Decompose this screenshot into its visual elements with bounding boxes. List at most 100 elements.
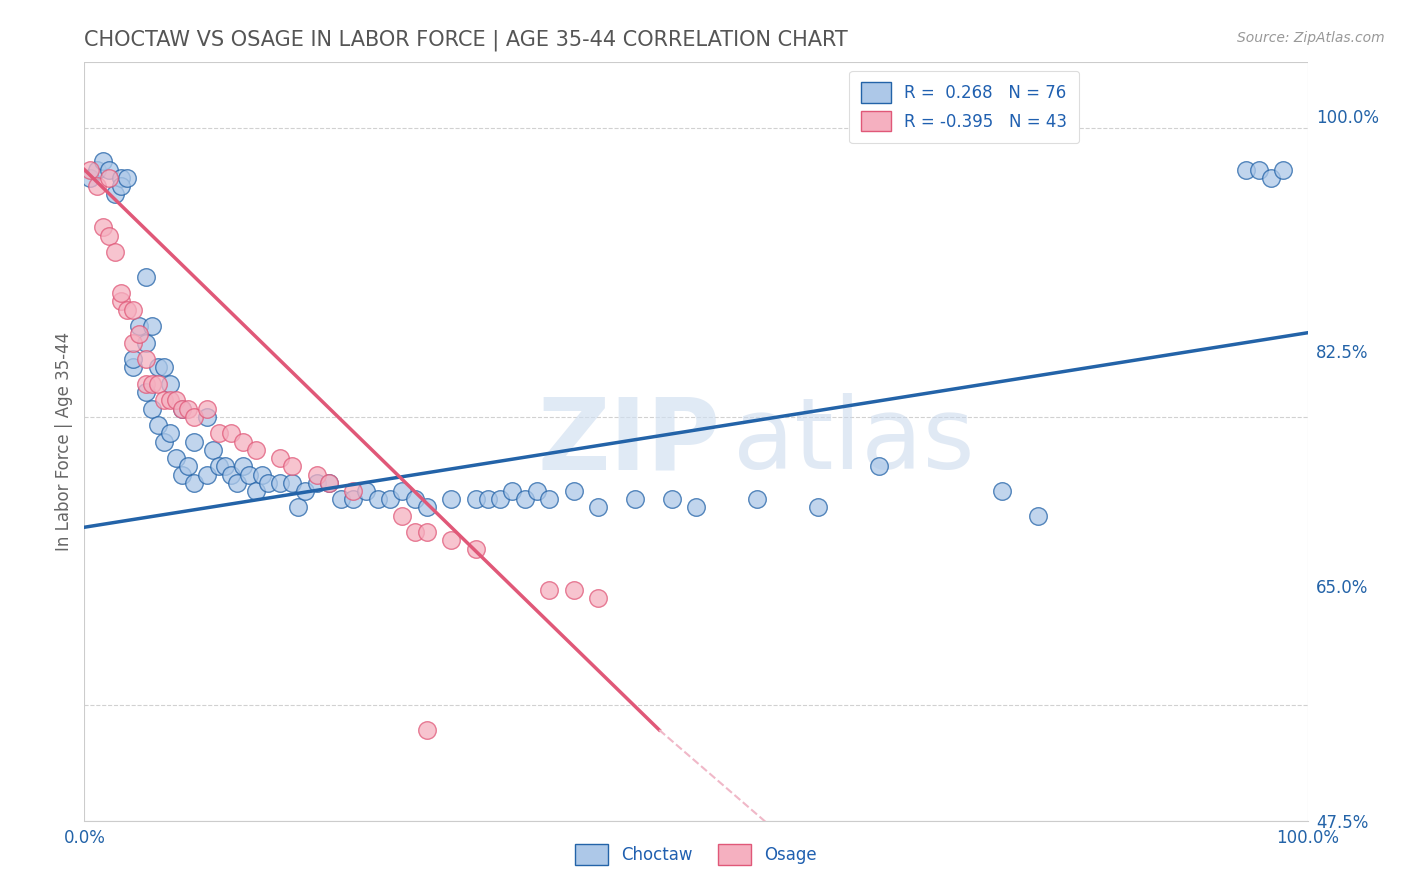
Point (91, 220, 114, 235)
Point (128, 319, 150, 334)
Point (153, 360, 176, 375)
Point (86, 162, 108, 177)
Point (342, 483, 364, 498)
Point (586, 591, 609, 606)
Point (440, 492, 463, 507)
Point (305, 467, 328, 482)
Point (538, 582, 561, 597)
Point (238, 467, 260, 482)
Point (404, 525, 426, 540)
Point (86, 179, 108, 194)
Point (208, 459, 231, 474)
Point (195, 467, 218, 482)
Point (91, 154, 114, 169)
Point (416, 525, 439, 540)
Point (110, 179, 132, 194)
Point (1028, 508, 1050, 523)
Point (214, 459, 236, 474)
Point (135, 335, 157, 350)
Point (141, 376, 163, 391)
Point (257, 475, 280, 490)
Point (477, 492, 499, 507)
Point (165, 393, 187, 408)
Point (404, 492, 426, 507)
Point (146, 418, 169, 433)
Point (281, 475, 304, 490)
Point (183, 434, 205, 449)
Point (183, 475, 205, 490)
Point (513, 492, 536, 507)
Point (159, 426, 181, 441)
Point (159, 393, 181, 408)
Point (135, 385, 157, 400)
Point (177, 401, 200, 416)
Point (502, 483, 524, 498)
Point (869, 459, 891, 474)
Point (159, 376, 181, 391)
Point (226, 475, 249, 490)
Point (391, 508, 413, 523)
Point (661, 492, 683, 507)
Point (747, 492, 769, 507)
Point (177, 459, 200, 474)
Point (250, 467, 273, 482)
Point (172, 401, 194, 416)
Point (122, 302, 145, 317)
Point (195, 409, 218, 424)
Point (153, 393, 176, 408)
Point (110, 286, 132, 301)
Point (172, 401, 194, 416)
Point (110, 294, 132, 309)
Point (195, 401, 218, 416)
Point (586, 500, 609, 515)
Point (416, 500, 439, 515)
Point (245, 442, 267, 457)
Point (183, 409, 205, 424)
Point (97, 228, 120, 243)
Text: Source: ZipAtlas.com: Source: ZipAtlas.com (1237, 31, 1385, 45)
Point (1236, 162, 1258, 177)
Point (562, 483, 585, 498)
Legend: Choctaw, Osage: Choctaw, Osage (567, 836, 825, 873)
Point (1260, 170, 1282, 185)
Point (115, 170, 138, 185)
Point (135, 269, 157, 284)
Point (281, 459, 304, 474)
Point (172, 467, 194, 482)
Point (122, 335, 145, 350)
Point (269, 475, 291, 490)
Text: ZIP: ZIP (537, 393, 720, 490)
Point (440, 533, 463, 548)
Point (342, 492, 364, 507)
Point (464, 492, 486, 507)
Point (135, 352, 157, 367)
Point (104, 244, 127, 259)
Point (165, 450, 187, 465)
Point (201, 442, 224, 457)
Point (318, 475, 340, 490)
Point (122, 360, 145, 375)
Point (110, 170, 132, 185)
Point (380, 492, 402, 507)
Point (991, 483, 1014, 498)
Text: atlas: atlas (733, 393, 974, 490)
Point (526, 483, 548, 498)
Point (104, 187, 127, 202)
Point (624, 492, 647, 507)
Point (354, 483, 377, 498)
Point (219, 426, 242, 441)
Point (146, 360, 169, 375)
Point (318, 475, 340, 490)
Point (97, 162, 120, 177)
Point (79, 170, 101, 185)
Point (367, 492, 389, 507)
Point (141, 401, 163, 416)
Point (269, 450, 291, 465)
Point (562, 582, 585, 597)
Point (685, 500, 707, 515)
Point (287, 500, 309, 515)
Point (245, 483, 267, 498)
Point (128, 327, 150, 342)
Point (1247, 162, 1270, 177)
Point (141, 319, 163, 334)
